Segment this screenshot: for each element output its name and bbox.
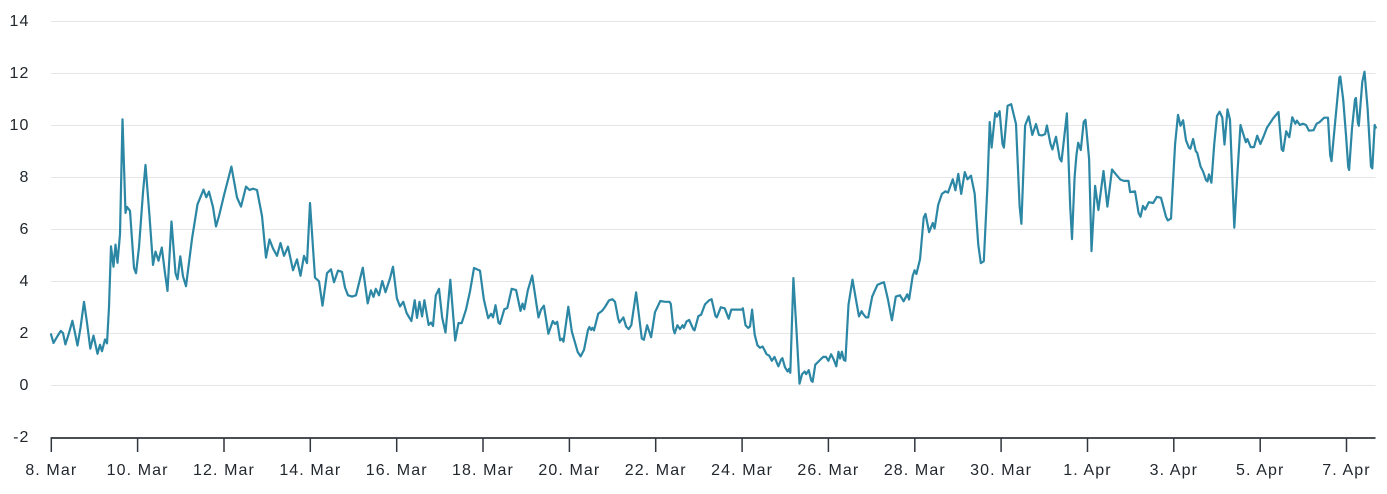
svg-text:14. Mar: 14. Mar xyxy=(279,462,341,479)
svg-text:5. Apr: 5. Apr xyxy=(1236,462,1284,479)
svg-text:7. Apr: 7. Apr xyxy=(1322,462,1370,479)
svg-text:0: 0 xyxy=(20,377,30,394)
svg-text:2: 2 xyxy=(20,325,30,342)
svg-text:6: 6 xyxy=(20,221,30,238)
svg-text:12. Mar: 12. Mar xyxy=(193,462,255,479)
svg-text:8: 8 xyxy=(20,169,30,186)
svg-text:30. Mar: 30. Mar xyxy=(970,462,1032,479)
svg-text:22. Mar: 22. Mar xyxy=(625,462,687,479)
svg-text:-2: -2 xyxy=(13,429,29,446)
svg-text:3. Apr: 3. Apr xyxy=(1150,462,1198,479)
svg-text:10: 10 xyxy=(10,117,30,134)
svg-text:28. Mar: 28. Mar xyxy=(884,462,946,479)
svg-text:4: 4 xyxy=(20,273,30,290)
svg-text:10. Mar: 10. Mar xyxy=(107,462,169,479)
svg-text:16. Mar: 16. Mar xyxy=(366,462,428,479)
svg-text:8. Mar: 8. Mar xyxy=(25,462,77,479)
svg-text:1. Apr: 1. Apr xyxy=(1063,462,1111,479)
svg-text:12: 12 xyxy=(10,65,30,82)
svg-text:24. Mar: 24. Mar xyxy=(711,462,773,479)
svg-text:14: 14 xyxy=(10,13,30,30)
svg-text:26. Mar: 26. Mar xyxy=(797,462,859,479)
svg-text:18. Mar: 18. Mar xyxy=(452,462,514,479)
svg-text:20. Mar: 20. Mar xyxy=(538,462,600,479)
